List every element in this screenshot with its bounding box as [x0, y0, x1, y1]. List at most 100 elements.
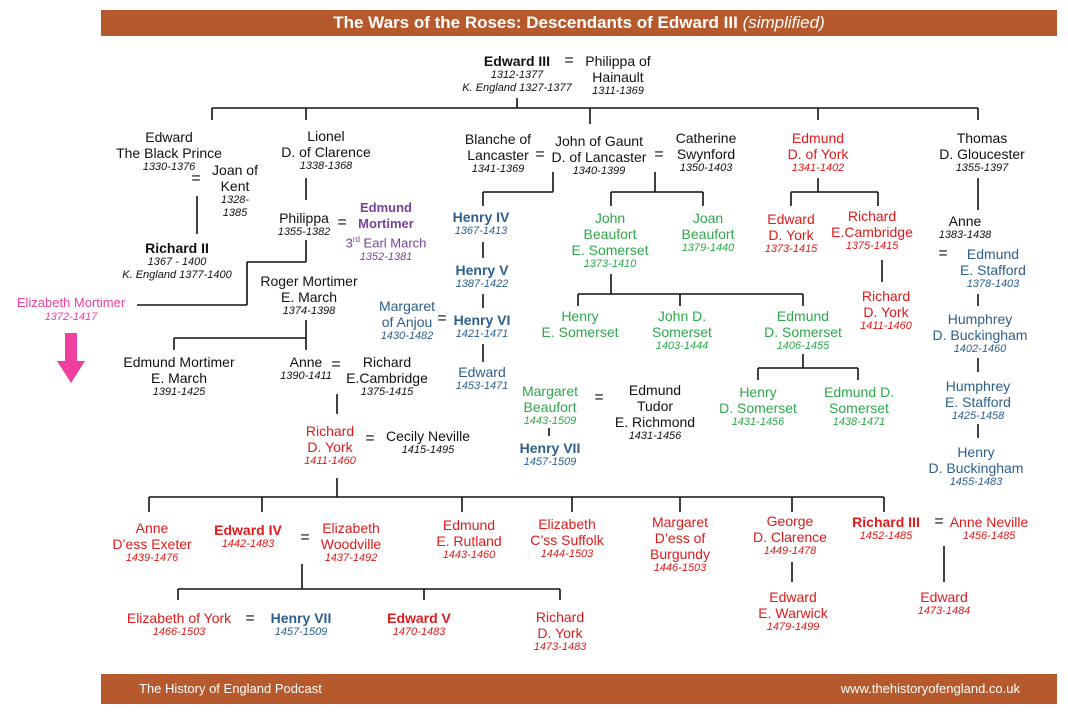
- person-name-line2: D. Clarence: [753, 529, 827, 545]
- person-name: Henry: [561, 308, 599, 324]
- person-name: Edmund: [442, 517, 496, 533]
- person-dates: 1421-1471: [455, 328, 509, 340]
- person-dates: 1387-1422: [455, 278, 509, 290]
- person-anne-gloucester: Anne 1383-1438: [939, 213, 992, 242]
- person-name: Edward V: [387, 610, 451, 626]
- person-name-line2: Beaufort: [583, 226, 637, 242]
- marriage-symbol: =: [245, 610, 255, 627]
- person-dates: 1444-1503: [540, 548, 594, 560]
- person-dates: 1431-1456: [628, 430, 682, 442]
- person-dates: 1367-1413: [454, 225, 508, 237]
- person-dates: 1479-1499: [766, 621, 820, 633]
- person-dates: 1375-1415: [360, 386, 414, 398]
- person-name-line3: Burgundy: [650, 546, 710, 562]
- person-name: Anne: [135, 520, 169, 536]
- person-dates: 1391-1425: [152, 386, 206, 398]
- person-cecily-neville: Cecily Neville 1415-1495: [386, 428, 470, 457]
- person-edmund-rutland: Edmund E. Rutland 1443-1460: [436, 517, 501, 562]
- person-name: Edward: [920, 589, 968, 605]
- person-joan-beaufort: Joan Beaufort 1379-1440: [682, 210, 735, 255]
- person-dates: 1438-1471: [832, 416, 886, 428]
- person-edmund-stafford: Edmund E. Stafford 1378-1403: [960, 246, 1026, 291]
- person-name-line2: of Anjou: [381, 314, 433, 330]
- person-edmund-d-somerset: Edmund D. Somerset 1406-1455: [764, 308, 842, 353]
- person-name: Edmund D.: [823, 384, 895, 400]
- person-name: Richard: [535, 609, 585, 625]
- person-name: Richard II: [145, 240, 209, 256]
- footer-podcast-name: The History of England Podcast: [139, 681, 322, 696]
- person-name: Richard: [362, 354, 412, 370]
- person-reign: K. England 1377-1400: [122, 269, 232, 281]
- person-dates: 1446-1503: [653, 562, 707, 574]
- person-name-line2: Kent: [220, 178, 250, 194]
- person-name: Philippa: [279, 210, 329, 226]
- person-dates: 1473-1484: [917, 605, 971, 617]
- person-name: Henry V: [455, 262, 509, 278]
- person-name: Anne Neville: [949, 514, 1029, 530]
- person-richard-iii: Richard III 1452-1485: [852, 514, 920, 543]
- person-john-beaufort: John Beaufort E. Somerset 1373-1410: [571, 210, 648, 271]
- marriage-symbol: =: [654, 146, 664, 163]
- person-dates: 1312-1377: [490, 69, 544, 81]
- person-dates: 1352-1381: [359, 251, 413, 264]
- person-dates: 1473-1483: [533, 641, 587, 653]
- person-dates: 1374-1398: [282, 305, 336, 317]
- person-dates: 1372-1417: [44, 311, 98, 323]
- person-name-line2: Somerset: [652, 324, 712, 340]
- person-dates: 1415-1495: [401, 444, 455, 456]
- person-name-line2: D. of Clarence: [281, 144, 371, 160]
- person-name: George: [766, 513, 814, 529]
- person-dates: 1437-1492: [324, 552, 378, 564]
- footer-banner: The History of England Podcast www.thehi…: [101, 674, 1057, 704]
- person-name: Anne: [289, 354, 323, 370]
- person-dates: 1403-1444: [655, 340, 709, 352]
- person-name-line2: D. Buckingham: [932, 327, 1028, 343]
- person-dates: 1443-1509: [523, 415, 577, 427]
- title-sub: (simplified): [742, 13, 825, 32]
- person-dates: 1411-1460: [860, 320, 912, 332]
- person-name: Elizabeth of York: [126, 610, 232, 626]
- title-banner: The Wars of the Roses: Descendants of Ed…: [101, 10, 1057, 36]
- person-anne-of-exeter: Anne D’ess Exeter 1439-1476: [112, 520, 191, 565]
- person-elizabeth-mortimer: Elizabeth Mortimer 1372-1417: [17, 295, 125, 324]
- person-name: Richard III: [852, 514, 920, 530]
- person-name: Philippa of: [585, 53, 651, 69]
- marriage-symbol: =: [300, 529, 310, 546]
- person-dates: 1355-1382: [277, 226, 331, 238]
- person-name-line2: Somerset: [829, 400, 889, 416]
- person-name: Henry VII: [519, 440, 581, 456]
- person-henry-vii: Henry VII 1457-1509: [520, 440, 581, 469]
- person-name-line2: E. Stafford: [960, 262, 1026, 278]
- person-dates: 1470-1483: [392, 626, 446, 638]
- person-dates: 1466-1503: [152, 626, 206, 638]
- footer-website-link[interactable]: www.thehistoryofengland.co.uk: [840, 681, 1020, 696]
- person-dates: 1328-: [220, 194, 250, 206]
- person-dates: 1449-1478: [763, 545, 817, 557]
- person-name-line2: Beaufort: [523, 399, 577, 415]
- person-name-line2: D. York: [863, 304, 909, 320]
- person-name: Catherine: [675, 130, 737, 146]
- person-name-line2: D. Gloucester: [939, 146, 1025, 162]
- person-name-line2: Tudor: [636, 398, 674, 414]
- person-dates: 1373-1415: [764, 243, 818, 255]
- person-name-line2: D. Somerset: [764, 324, 842, 340]
- person-name: John: [594, 210, 626, 226]
- person-name: Thomas: [956, 130, 1008, 146]
- person-catherine-swynford: Catherine Swynford 1350-1403: [676, 130, 737, 175]
- person-dates: 1457-1509: [274, 626, 328, 638]
- person-name-line2: Swynford: [676, 146, 736, 162]
- person-edward-of-westminster: Edward 1453-1471: [456, 364, 509, 393]
- person-name-line3: E. Somerset: [571, 242, 649, 258]
- title-main: The Wars of the Roses: Descendants of Ed…: [333, 13, 738, 32]
- arrow-down-icon: [57, 333, 85, 383]
- person-edmund-of-york: Edmund D. of York 1341-1402: [788, 130, 849, 175]
- person-dates: 1439-1476: [125, 552, 179, 564]
- person-dates: 1355-1397: [955, 162, 1009, 174]
- person-name: Richard: [847, 208, 897, 224]
- person-dates: 1379-1440: [681, 242, 735, 254]
- person-humphrey-stafford: Humphrey E. Stafford 1425-1458: [945, 378, 1011, 423]
- person-name-line2: D’ess Exeter: [112, 536, 192, 552]
- person-dates: 1341-1369: [471, 163, 525, 175]
- person-dates: 1338-1368: [299, 160, 353, 172]
